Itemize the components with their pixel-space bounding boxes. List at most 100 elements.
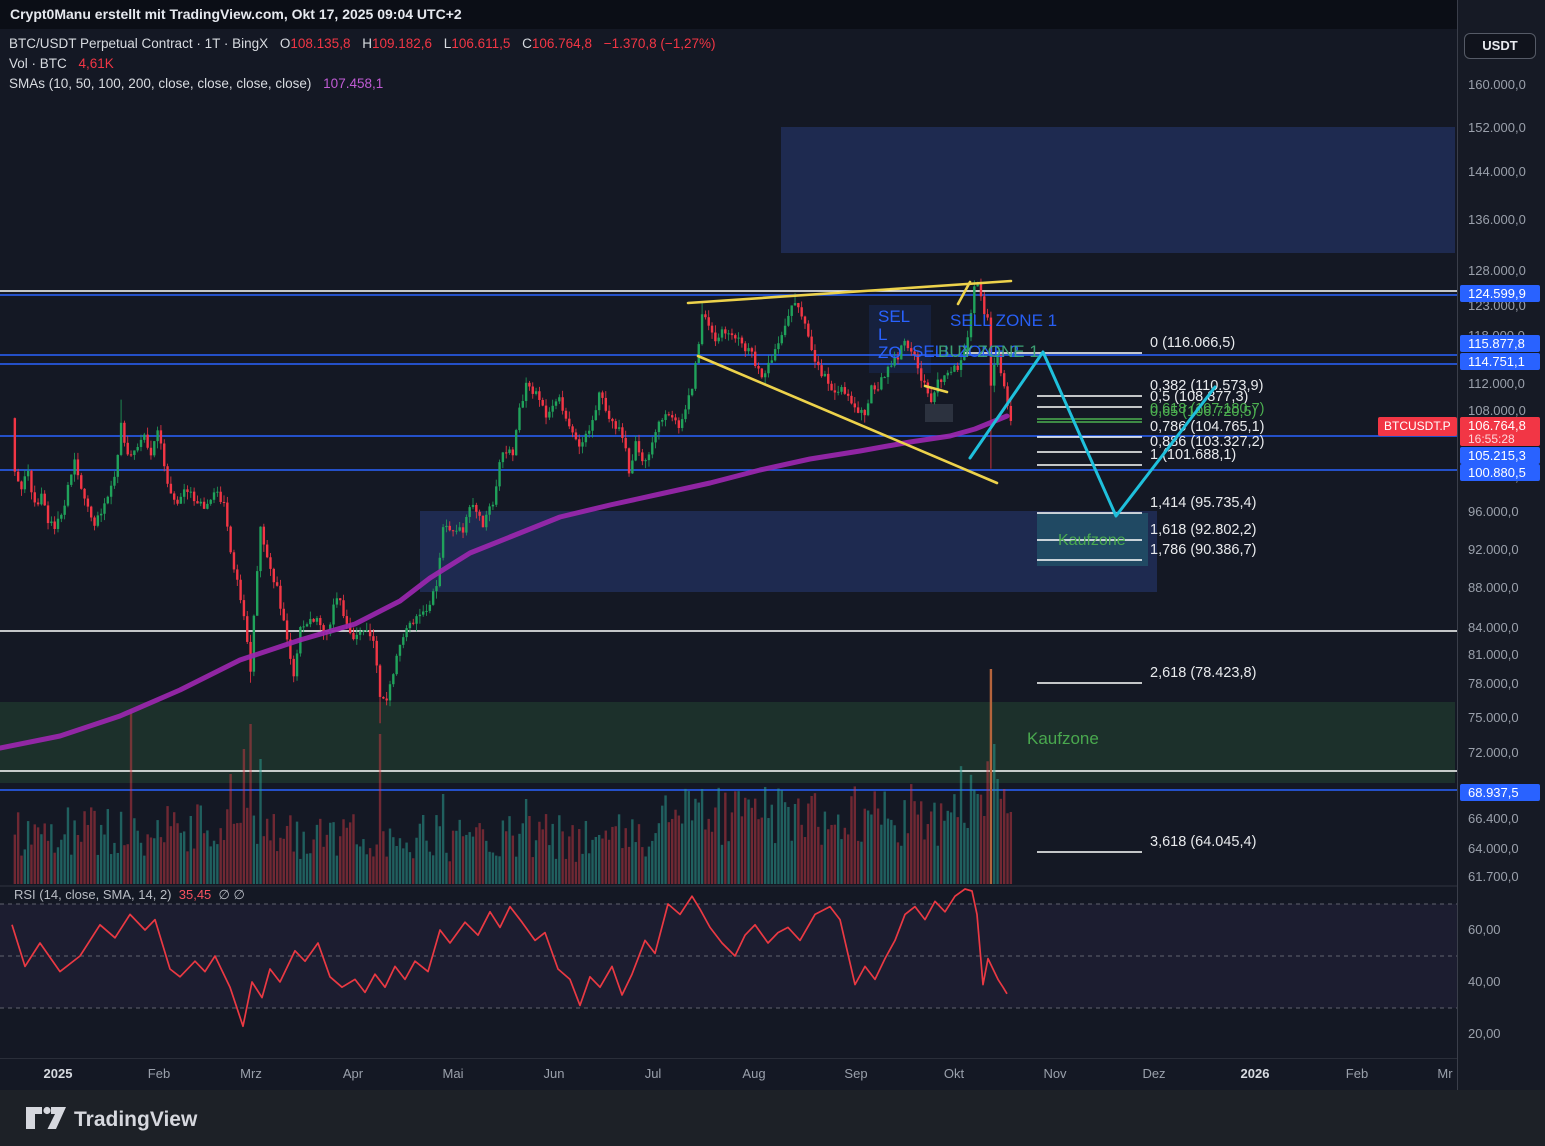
small-grey-box[interactable]	[925, 404, 953, 422]
candle-body	[969, 313, 973, 338]
volume-bar	[495, 855, 498, 884]
tradingview-logo[interactable]: TradingView	[24, 1103, 234, 1133]
zone-label[interactable]: SELL ZONE 2	[912, 342, 1019, 361]
volume-bar	[697, 802, 700, 884]
volume-bar	[913, 801, 916, 884]
volume-bar	[395, 845, 398, 884]
apex-yellow-segment[interactable]	[956, 280, 972, 306]
volume-bar	[348, 822, 352, 884]
volume-bar	[724, 792, 727, 884]
rsi-line[interactable]	[11, 888, 1008, 1028]
candle-body	[16, 471, 20, 482]
alert-price-label[interactable]: 105.215,3	[1460, 447, 1540, 464]
candle-body	[916, 354, 920, 369]
upper-yellow-trendline[interactable]	[686, 279, 1013, 305]
last-price-label[interactable]: 106.764,8 16:55:28	[1460, 417, 1540, 446]
volume-bar	[126, 844, 129, 884]
sell-zone-small-box[interactable]	[869, 305, 931, 373]
candle-body	[807, 323, 810, 337]
candle-body	[30, 470, 33, 493]
price-axis[interactable]: USDT 160.000,0 152.000,0 144.000,0 136.000,…	[1457, 0, 1545, 1090]
volume-bar	[820, 844, 823, 884]
alert-price-label[interactable]: 124.599,9	[1460, 285, 1540, 302]
candle-body	[116, 454, 119, 477]
candle-body	[402, 637, 405, 645]
volume-bar	[654, 833, 657, 884]
currency-toggle-button[interactable]: USDT	[1464, 33, 1536, 59]
alert-price-label[interactable]: 68.937,5	[1460, 784, 1540, 801]
volume-bar	[259, 759, 262, 884]
fib-retracement[interactable]: 0 (116.066,5) 0,382 (110.573,9)0,5 (108.8…	[965, 335, 1264, 853]
candle-body	[923, 380, 926, 383]
candle-body	[856, 407, 860, 413]
volume-bar	[667, 822, 671, 884]
candle-body	[272, 568, 275, 583]
price-line-symbol-tag[interactable]: BTCUSDT.P	[1378, 417, 1457, 436]
chart-canvas[interactable]: 0 (116.066,5) 0,382 (110.573,9)0,5 (108.8…	[0, 29, 1457, 1090]
candle-body	[707, 317, 710, 326]
price-tick: 112.000,0	[1468, 376, 1525, 391]
candle-body	[787, 315, 790, 326]
volume-bar	[451, 830, 455, 884]
time-axis[interactable]: 2025 Feb Mrz Apr Mai Jun Jul Aug Sep Okt Nov Dez 202…	[0, 1058, 1457, 1090]
rsi-label[interactable]: RSI (14, close, SMA, 14, 2)	[14, 887, 172, 902]
symbol-title[interactable]: BTC/USDT Perpetual Contract · 1T · BingX	[9, 36, 269, 51]
sma-line[interactable]	[0, 413, 1010, 751]
zone-label[interactable]: Kaufzone	[1027, 729, 1099, 748]
volume-bar	[959, 766, 963, 884]
volume-bar	[700, 789, 704, 884]
symbol-legend[interactable]: BTC/USDT Perpetual Contract · 1T · BingX…	[9, 35, 716, 95]
volume-label[interactable]: Vol · BTC	[9, 56, 67, 71]
candle-body	[375, 640, 378, 666]
candle-body	[501, 452, 505, 463]
candle-body	[949, 371, 953, 373]
candle-body	[621, 427, 624, 438]
kaufzone-band[interactable]	[0, 702, 1455, 783]
rsi-legend[interactable]: RSI (14, close, SMA, 14, 2) 35,45 ∅ ∅	[14, 887, 245, 903]
upper-resistance-zone-box[interactable]	[781, 127, 1455, 253]
candle-body	[232, 552, 236, 570]
cyan-path-projection[interactable]	[968, 350, 1217, 518]
fib-level-label: 0,5 (108.877,3)	[1150, 389, 1248, 405]
volume-bar	[415, 837, 418, 884]
candle-body	[973, 286, 976, 314]
zone-label[interactable]: Kaufzone	[1058, 532, 1126, 549]
candle-body	[60, 514, 63, 519]
volume-bar	[90, 807, 93, 884]
candle-body	[289, 639, 292, 659]
short-yellow-segment[interactable]	[923, 384, 949, 394]
volume-bar	[322, 846, 325, 884]
alert-price-label[interactable]: 100.880,5	[1460, 464, 1540, 481]
candle-body	[66, 484, 70, 506]
volume-bar	[511, 835, 515, 884]
candle-body	[797, 303, 800, 308]
price-tick: 64.000,0	[1468, 841, 1519, 856]
volume-bar	[40, 834, 43, 884]
volume-bar	[584, 820, 588, 884]
candle-body	[468, 507, 471, 517]
candle-body	[900, 345, 903, 360]
lower-yellow-trendline[interactable]	[696, 354, 999, 485]
zone-label[interactable]: BUY ZONE 1	[938, 342, 1039, 361]
volume-bar	[441, 794, 445, 884]
zone-label[interactable]: SELL ZONE 1	[950, 311, 1057, 330]
candle-body	[252, 615, 256, 672]
candle-body	[607, 410, 611, 419]
main-chart[interactable]: 0 (116.066,5) 0,382 (110.573,9) 0,5 (108.8…	[0, 29, 1457, 1090]
volume-bar	[717, 787, 720, 884]
candle-body	[455, 530, 458, 532]
rsi-scale-tick: 40,00	[1468, 974, 1501, 989]
alert-price-label[interactable]: 115.877,8	[1460, 335, 1540, 352]
volume-bar	[707, 818, 710, 884]
volume-bar	[926, 824, 930, 884]
volume-bar	[837, 814, 840, 884]
candle-body	[528, 382, 531, 387]
candle-body	[1003, 373, 1006, 387]
candle-body	[903, 340, 906, 346]
volume-bar	[156, 820, 159, 884]
price-tick: 152.000,0	[1468, 120, 1526, 135]
alert-price-label[interactable]: 114.751,1	[1460, 353, 1540, 370]
clipped-zone-label-line: ZO	[878, 343, 902, 362]
candle-body	[953, 365, 956, 372]
smas-label[interactable]: SMAs (10, 50, 100, 200, close, close, cl…	[9, 76, 312, 91]
